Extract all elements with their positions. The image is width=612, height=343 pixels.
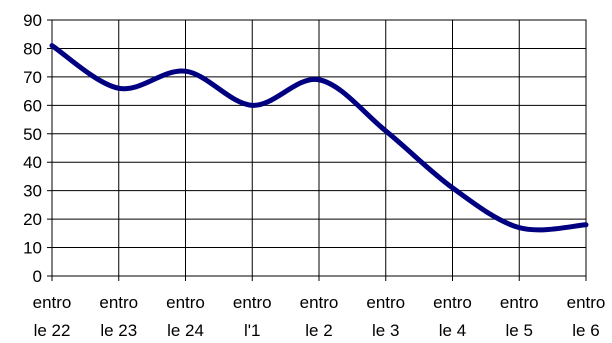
- y-tick-label: 60: [23, 96, 42, 115]
- x-tick-label: entro le 23: [99, 293, 138, 340]
- series-layer: [49, 43, 589, 233]
- x-tick-label: entro le 22: [33, 293, 72, 340]
- x-tick-label: entro le 4: [433, 293, 472, 340]
- y-tick-label: 20: [23, 210, 42, 229]
- x-tick-label: entro le 2: [300, 293, 339, 340]
- y-tick-label: 0: [33, 267, 42, 286]
- y-tick-label: 10: [23, 239, 42, 258]
- x-tick-label: entro le 3: [366, 293, 405, 340]
- x-tick-label: entro le 5: [500, 293, 539, 340]
- y-tick-label: 50: [23, 125, 42, 144]
- tick-labels: 0 10 20 30 40 50 60 70 80 90 entro le 22 entro le 23 e…: [23, 11, 605, 340]
- y-tick-label: 30: [23, 182, 42, 201]
- y-tick-label: 80: [23, 39, 42, 58]
- y-tick-label: 70: [23, 68, 42, 87]
- y-tick-label: 90: [23, 11, 42, 30]
- plot-border: [51, 19, 587, 277]
- x-tick-label: entro le 6: [567, 293, 606, 340]
- y-tick-label: 40: [23, 153, 42, 172]
- axes: [47, 19, 587, 281]
- x-tick-label: entro le 24: [166, 293, 205, 340]
- x-tick-label: entro l'1: [233, 293, 272, 340]
